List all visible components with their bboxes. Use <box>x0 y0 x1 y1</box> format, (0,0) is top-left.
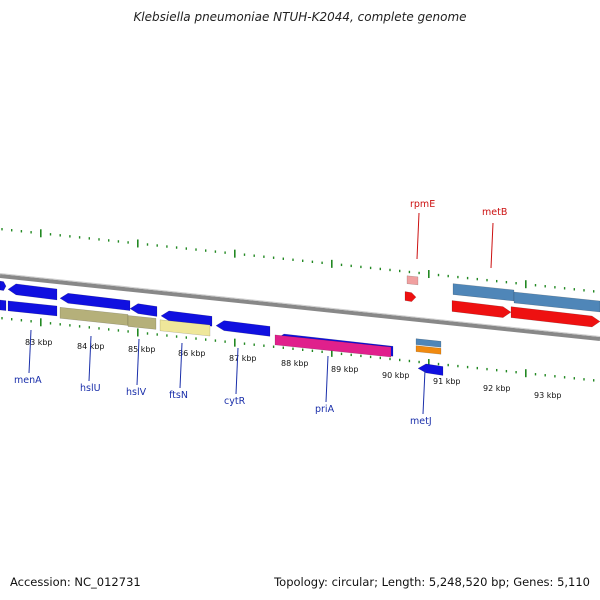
leader-line <box>235 347 239 395</box>
gene-label-cytR: cytR <box>224 396 246 407</box>
leader-line <box>179 342 183 389</box>
kbp-label: 90 kbp <box>382 371 410 380</box>
gene-feature <box>452 283 515 302</box>
kbp-label: 88 kbp <box>281 359 309 368</box>
gene-feature <box>215 320 271 337</box>
gene-label-menA: menA <box>14 375 42 386</box>
leader-line <box>325 355 329 403</box>
kbp-label: 92 kbp <box>483 384 511 393</box>
gene-feature <box>7 283 58 301</box>
gene-feature <box>510 306 600 328</box>
accession-label: Accession: NC_012731 <box>10 575 141 589</box>
gene-feature <box>59 293 131 311</box>
leader-line <box>416 212 420 260</box>
gene-feature <box>404 291 417 302</box>
gene-feature <box>129 303 158 317</box>
leader-line <box>136 338 140 386</box>
gene-label-hslU: hslU <box>80 383 101 394</box>
leader-line <box>490 222 494 269</box>
gene-feature <box>159 319 211 337</box>
gene-feature <box>415 345 442 355</box>
gene-label-hslV: hslV <box>126 387 147 398</box>
gene-label-ftsN: ftsN <box>169 390 188 401</box>
inner-scale-ticks <box>1 317 595 382</box>
gene-feature <box>0 299 7 311</box>
leader-line <box>88 335 92 382</box>
gene-feature <box>0 280 7 291</box>
gene-feature <box>415 338 442 348</box>
genome-title: Klebsiella pneumoniae NTUH-K2044, comple… <box>133 10 467 24</box>
gene-label-metJ: metJ <box>410 416 432 427</box>
leader-line <box>422 369 426 415</box>
kbp-label: 89 kbp <box>331 365 359 374</box>
kbp-label: 87 kbp <box>229 354 257 363</box>
gene-feature <box>513 291 600 313</box>
kbp-label: 86 kbp <box>178 349 206 358</box>
gene-labels: menA hslU hslV ftsN cytR priA metJ rpmE metB <box>14 199 507 427</box>
kbp-label: 85 kbp <box>128 345 156 354</box>
backbone-highlight <box>0 273 600 337</box>
topology-label: Topology: circular; Length: 5,248,520 bp… <box>274 575 590 589</box>
gene-feature <box>451 300 512 318</box>
leader-line <box>28 329 32 374</box>
gene-label-metB: metB <box>482 207 507 218</box>
gene-feature <box>127 315 157 330</box>
gene-label-rpmE: rpmE <box>410 199 435 210</box>
gene-feature <box>406 275 419 286</box>
gene-feature <box>59 307 129 326</box>
kbp-label: 83 kbp <box>25 338 53 347</box>
gene-feature <box>7 300 58 317</box>
gene-features <box>0 275 600 376</box>
kbp-label: 93 kbp <box>534 391 562 400</box>
kbp-label: 91 kbp <box>433 377 461 386</box>
gene-feature <box>274 334 392 358</box>
gene-feature <box>417 363 444 376</box>
gene-label-priA: priA <box>315 404 335 415</box>
gene-feature <box>160 310 213 327</box>
outer-scale-ticks <box>1 228 595 293</box>
genome-backbone <box>0 273 600 341</box>
backbone-line <box>0 274 600 341</box>
